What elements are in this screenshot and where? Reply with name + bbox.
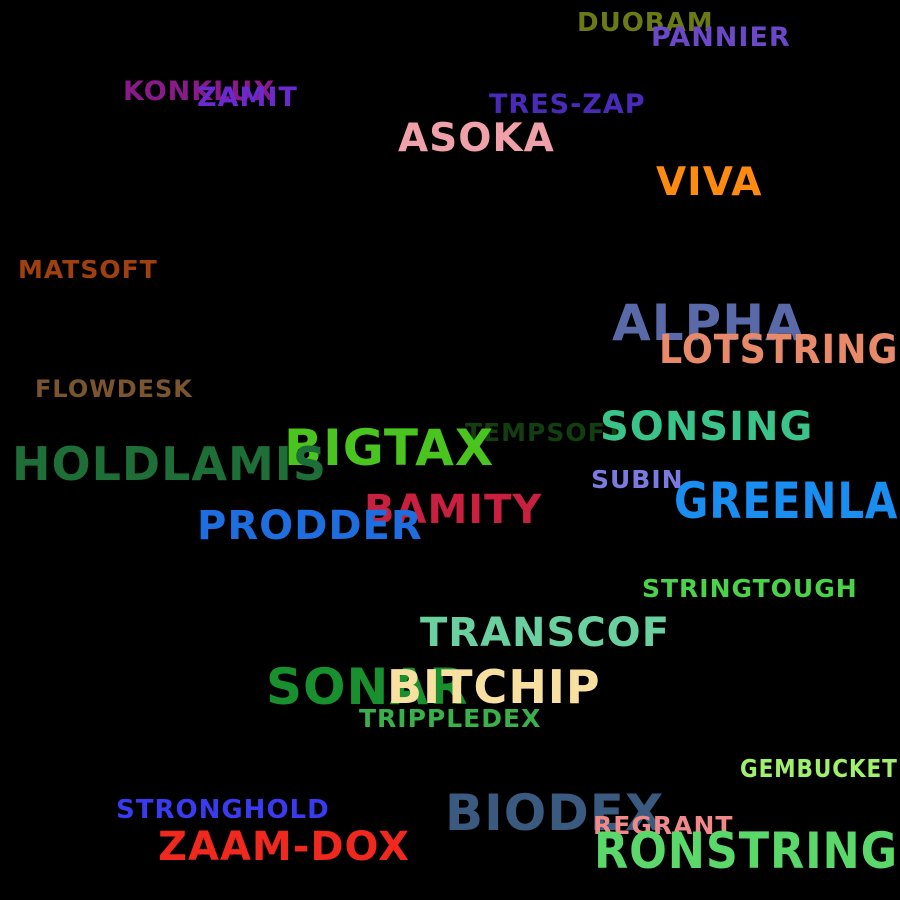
word-viva: VIVA (656, 160, 763, 205)
word-zamit: ZAMIT (197, 82, 298, 113)
word-holdlamis: HOLDLAMIS (12, 437, 328, 491)
word-tempsoft: TEMPSOFT (465, 418, 624, 447)
word-pannier: PANNIER (651, 22, 791, 53)
word-stringtough: STRINGTOUGH (642, 574, 858, 603)
word-bitchip: BITCHIP (387, 660, 601, 714)
word-alpha: ALPHA (612, 294, 805, 352)
word-biodex: BIODEX (445, 784, 665, 842)
word-prodder: PRODDER (197, 503, 423, 549)
word-ronstring: RONSTRING (594, 822, 899, 880)
word-bigtax: BIGTAX (284, 419, 495, 477)
word-flowdesk: FLOWDESK (35, 375, 193, 403)
word-konklux: KONKLUX (123, 76, 276, 107)
word-trippledex: TRIPPLEDEX (359, 704, 542, 733)
word-bamity: BAMITY (364, 487, 543, 533)
word-greenla: GREENLA (674, 472, 899, 530)
word-lotstring: LOTSTRING (659, 327, 899, 373)
word-gembucket: GEMBUCKET (740, 754, 898, 783)
word-duobam: DUOBAM (577, 8, 714, 38)
word-stronghold: STRONGHOLD (116, 795, 330, 825)
word-tres-zap: TRES-ZAP (489, 89, 646, 120)
word-sonar: SONAR (266, 658, 469, 716)
word-regrant: REGRANT (593, 811, 734, 840)
word-matsoft: MATSOFT (18, 255, 158, 284)
word-subin: SUBIN (591, 465, 684, 494)
word-sonsing: SONSING (600, 404, 814, 450)
word-asoka: ASOKA (398, 116, 555, 161)
word-zaam-dox: ZAAM-DOX (158, 824, 410, 870)
word-transcof: TRANSCOF (420, 610, 671, 656)
